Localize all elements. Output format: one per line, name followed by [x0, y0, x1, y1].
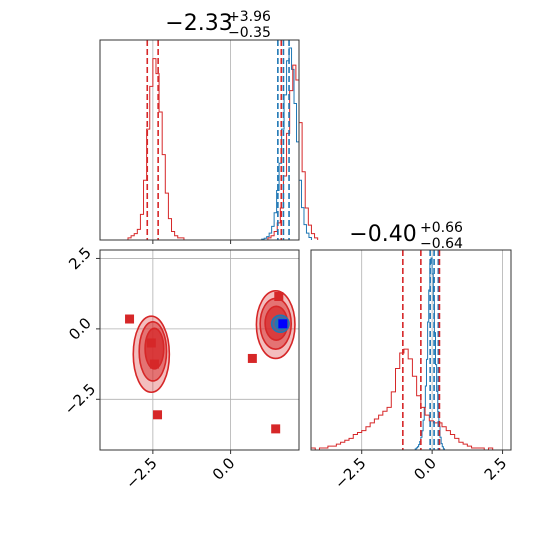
param1-title-plus: +3.96: [228, 9, 271, 25]
scatter-xtick-label-0: −2.5: [122, 454, 160, 492]
hist2-xtick-label-0: −2.5: [331, 454, 369, 492]
hist2-blue-series: [414, 257, 446, 450]
hist2-red-series: [310, 348, 494, 451]
red-marker-0: [125, 314, 135, 324]
red-marker-1: [146, 338, 156, 348]
scatter-panel: −2.5 0.0 −2.5 0.0 2.5: [61, 244, 300, 493]
scatter-ytick-label-2: 2.5: [65, 244, 95, 274]
contour-red-left-2: [144, 327, 165, 370]
red-marker-5: [274, 291, 284, 301]
hist2-frame: [310, 249, 512, 451]
hist2-xtick-label-2: 2.5: [481, 454, 511, 484]
param1-title: −2.33: [165, 11, 232, 36]
scatter-ytick-label-1: 0.0: [65, 314, 95, 344]
param1-title-median: −2.33: [165, 11, 232, 36]
param2-title: −0.40: [349, 222, 416, 247]
scatter-ytick-label-0: −2.5: [61, 380, 99, 418]
blue-marker: [278, 319, 288, 329]
red-marker-2: [149, 359, 159, 369]
hist2-panel: −2.5 0.0 2.5: [310, 249, 512, 493]
param1-title-minus: −0.35: [228, 25, 271, 41]
hist1-blue-series: [261, 47, 312, 240]
red-marker-3: [153, 410, 163, 420]
red-marker-4: [247, 353, 257, 363]
param2-title-minus: −0.64: [420, 236, 463, 252]
param2-title-median: −0.40: [349, 222, 416, 247]
scatter-frame: [99, 249, 300, 451]
hist2-xtick-label-1: 0.0: [410, 454, 440, 484]
param2-title-plus: +0.66: [420, 220, 463, 236]
hist1-frame: [99, 39, 300, 241]
red-marker-6: [271, 424, 281, 434]
scatter-xtick-label-1: 0.0: [209, 454, 239, 484]
hist1-panel: [99, 39, 319, 244]
